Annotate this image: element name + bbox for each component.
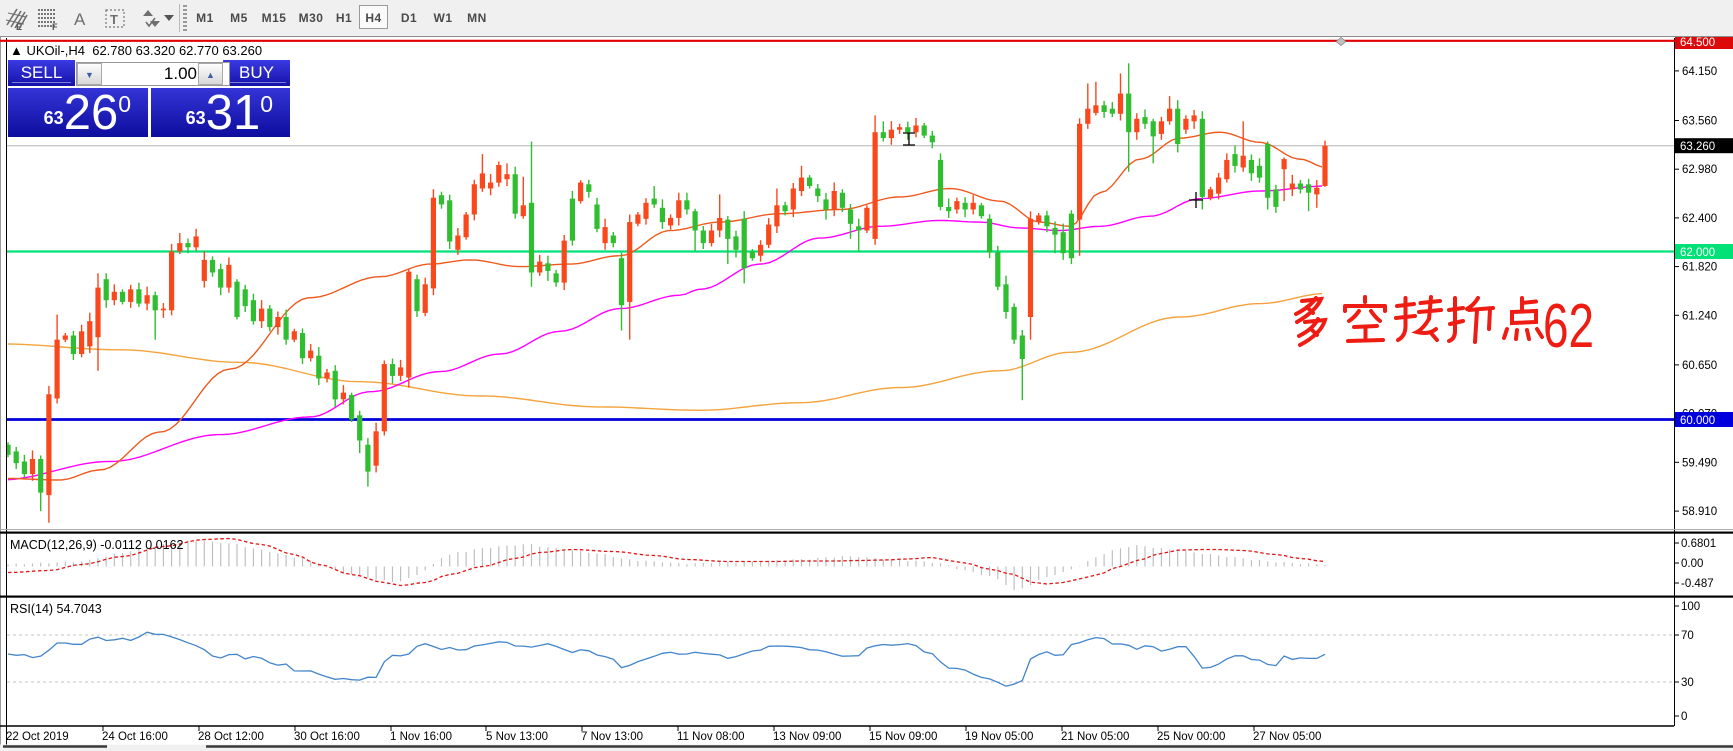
svg-text:5 Nov 13:00: 5 Nov 13:00 [486,731,548,743]
svg-text:30 Oct 16:00: 30 Oct 16:00 [294,731,360,743]
svg-text:63.560: 63.560 [1682,116,1717,128]
svg-text:64.150: 64.150 [1682,66,1717,78]
svg-text:62: 62 [1543,291,1594,360]
svg-text:21 Nov 05:00: 21 Nov 05:00 [1061,731,1129,743]
svg-text:61.820: 61.820 [1682,262,1717,274]
svg-text:70: 70 [1681,630,1694,642]
svg-text:100: 100 [1681,601,1700,613]
svg-text:7 Nov 13:00: 7 Nov 13:00 [581,731,643,743]
svg-text:0: 0 [1681,711,1687,723]
svg-text:60.650: 60.650 [1682,360,1717,372]
svg-text:0.00: 0.00 [1681,558,1703,570]
svg-text:19 Nov 05:00: 19 Nov 05:00 [965,731,1033,743]
svg-text:1 Nov 16:00: 1 Nov 16:00 [390,731,452,743]
svg-text:30: 30 [1681,677,1694,689]
svg-text:11 Nov 08:00: 11 Nov 08:00 [677,731,745,743]
svg-text:F: F [52,22,58,32]
svg-text:62.400: 62.400 [1682,213,1717,225]
svg-text:E: E [16,22,22,32]
svg-text:MACD(12,26,9) -0.0112 0.0162: MACD(12,26,9) -0.0112 0.0162 [10,538,184,552]
svg-text:13 Nov 09:00: 13 Nov 09:00 [773,731,841,743]
svg-text:63.260: 63.260 [1680,141,1715,153]
svg-text:62.980: 62.980 [1682,164,1717,176]
svg-text:60.000: 60.000 [1680,415,1715,427]
svg-text:61.240: 61.240 [1682,310,1717,322]
svg-text:27 Nov 05:00: 27 Nov 05:00 [1253,731,1321,743]
svg-text:58.910: 58.910 [1682,506,1717,518]
svg-text:RSI(14) 54.7043: RSI(14) 54.7043 [10,602,102,616]
svg-text:A: A [74,10,86,29]
svg-text:28 Oct 12:00: 28 Oct 12:00 [198,731,264,743]
svg-text:62.000: 62.000 [1680,247,1715,259]
svg-text:24 Oct 16:00: 24 Oct 16:00 [102,731,168,743]
svg-text:64.500: 64.500 [1680,37,1715,49]
svg-text:59.490: 59.490 [1682,457,1717,469]
svg-text:22 Oct 2019: 22 Oct 2019 [6,731,69,743]
svg-text:0.6801: 0.6801 [1681,538,1716,550]
svg-text:T: T [110,12,118,27]
svg-text:25 Nov 00:00: 25 Nov 00:00 [1157,731,1225,743]
svg-text:15 Nov 09:00: 15 Nov 09:00 [869,731,937,743]
svg-text:-0.487: -0.487 [1681,578,1714,590]
